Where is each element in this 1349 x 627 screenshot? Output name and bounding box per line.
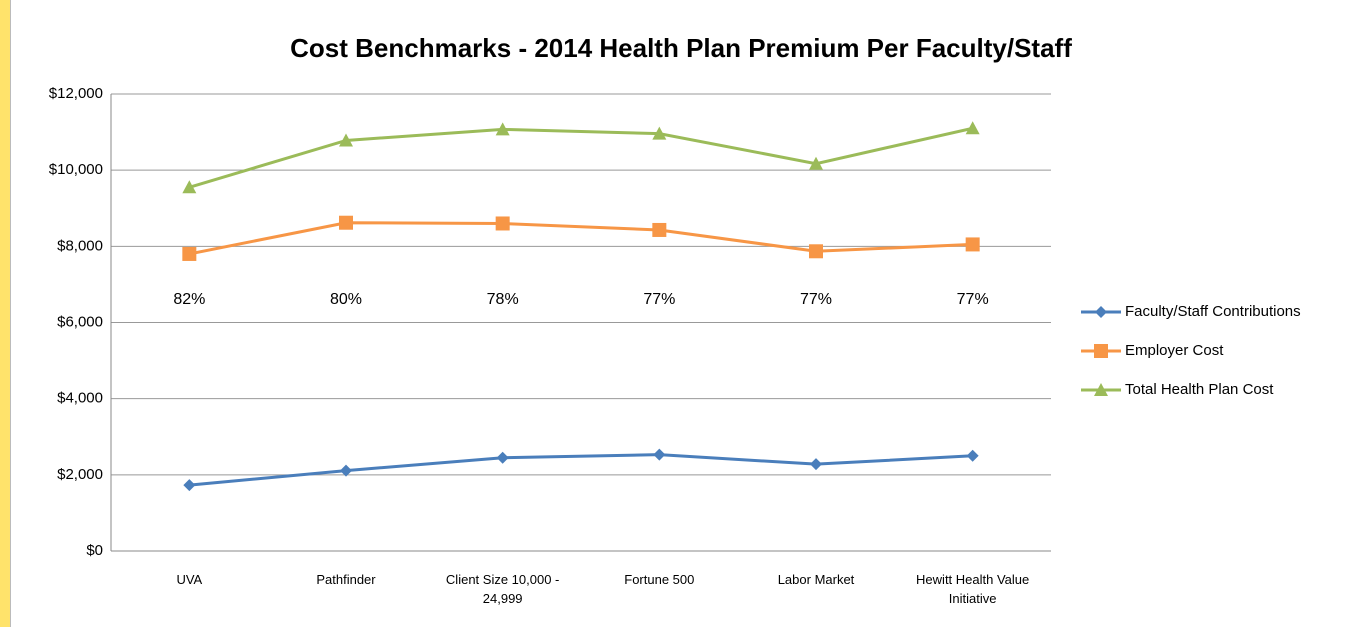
x-tick-label: Hewitt Health Value Initiative (916, 572, 1030, 606)
marker (182, 180, 197, 194)
chart-title: Cost Benchmarks - 2014 Health Plan Premi… (290, 33, 1072, 63)
marker (183, 479, 196, 492)
chart-frame: Cost Benchmarks - 2014 Health Plan Premi… (10, 0, 1349, 627)
chart: Cost Benchmarks - 2014 Health Plan Premi… (49, 33, 1301, 559)
legend-label: Total Health Plan Cost (1125, 381, 1274, 398)
marker (652, 126, 667, 140)
marker (339, 133, 353, 147)
marker (965, 237, 980, 252)
y-tick-label: $2,000 (57, 466, 103, 483)
annotation: 77% (800, 291, 832, 308)
marker (965, 121, 980, 135)
x-tick-label: Pathfinder (316, 572, 376, 587)
marker (653, 448, 666, 461)
series-line (189, 221, 973, 256)
annotation: 80% (330, 291, 362, 308)
x-tick-label: UVA (176, 572, 203, 587)
x-tick-label: Labor Market (777, 572, 855, 587)
y-tick-label: $12,000 (49, 85, 103, 102)
annotation: 82% (173, 291, 205, 308)
x-tick-label: Fortune 500 (624, 572, 695, 587)
marker (809, 156, 823, 170)
series-line (189, 453, 973, 487)
marker (495, 122, 510, 136)
y-tick-label: $6,000 (57, 313, 103, 330)
annotation: 77% (643, 291, 675, 308)
marker (809, 244, 823, 259)
y-tick-label: $8,000 (57, 237, 103, 254)
marker (495, 216, 510, 231)
y-tick-label: $4,000 (57, 390, 103, 407)
y-tick-label: $0 (86, 542, 103, 559)
x-tick-label: Client Size 10,000 - 24,999 (445, 572, 560, 606)
marker (810, 458, 822, 471)
y-tick-label: $10,000 (49, 161, 103, 178)
marker (340, 464, 352, 477)
marker (652, 222, 667, 237)
annotation: 77% (957, 291, 989, 308)
marker (1094, 344, 1108, 358)
legend-label: Faculty/Staff Contributions (1125, 303, 1301, 320)
annotation: 78% (487, 291, 519, 308)
series-line (188, 126, 973, 189)
marker (496, 451, 509, 464)
marker (182, 246, 197, 261)
marker (966, 449, 979, 462)
marker (339, 215, 353, 230)
legend-label: Employer Cost (1125, 342, 1224, 359)
marker (1094, 383, 1108, 396)
marker (1095, 306, 1107, 318)
